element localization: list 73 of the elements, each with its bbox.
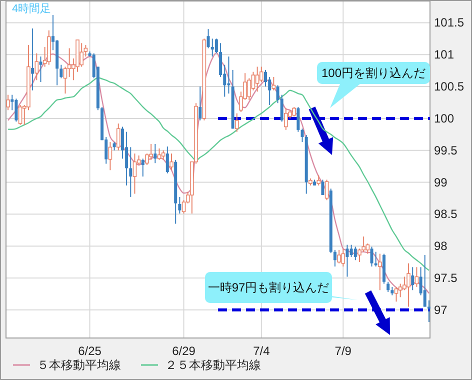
candlestick — [234, 112, 239, 132]
candlestick — [333, 249, 336, 268]
candlestick — [378, 253, 382, 291]
candlestick — [210, 38, 214, 58]
candlestick — [18, 104, 22, 126]
candlestick — [255, 66, 260, 92]
candlestick — [366, 243, 370, 254]
candlestick — [157, 148, 162, 160]
candlestick — [178, 196, 182, 214]
y-tick-label: 100.5 — [434, 80, 464, 94]
candlestick — [214, 38, 218, 54]
candlestick — [346, 244, 349, 278]
candlestick — [166, 146, 169, 174]
candlestick — [370, 246, 374, 268]
candlestick — [354, 246, 357, 261]
candlestick — [414, 266, 419, 288]
candlestick — [411, 266, 414, 291]
candlestick — [108, 142, 112, 171]
candlestick — [386, 281, 390, 293]
x-tick-label: 6/29 — [172, 344, 196, 358]
candlestick — [154, 143, 157, 164]
y-tick-label: 97 — [434, 302, 448, 317]
line-series — [7, 52, 430, 294]
y-tick-label: 99.5 — [434, 143, 458, 158]
y-tick-label: 99 — [434, 175, 448, 190]
candlestick — [14, 98, 18, 122]
candlestick — [264, 69, 267, 88]
candlestick — [34, 52, 39, 81]
candlestick — [292, 106, 296, 118]
legend-label: ５本移動平均線 — [37, 358, 121, 372]
candlestick — [39, 56, 42, 83]
candlestick — [296, 106, 300, 132]
annotation: 一時97円も割り込んだ — [208, 280, 330, 294]
y-tick-label: 98.5 — [434, 207, 458, 222]
y-tick-label: 101.5 — [434, 16, 464, 30]
x-tick-label: 7/9 — [334, 344, 352, 358]
candlestick — [406, 262, 410, 308]
y-tick-label: 97.5 — [434, 271, 458, 286]
candlestick — [341, 248, 346, 268]
candlestick — [60, 64, 63, 79]
candlestick — [227, 56, 230, 94]
candlestick — [132, 153, 137, 194]
candlestick — [427, 300, 430, 323]
y-tick-label: 98 — [434, 239, 448, 254]
candlestick — [80, 42, 84, 68]
candlestick — [272, 76, 276, 91]
y-tick-label: 100 — [434, 111, 454, 126]
candlestick — [337, 249, 341, 264]
candlestick — [129, 146, 132, 198]
x-tick-label: 7/4 — [253, 344, 270, 358]
candlestick — [206, 28, 210, 49]
candlestick — [284, 108, 288, 130]
x-tick-label: 6/25 — [78, 344, 102, 358]
candlestick — [161, 150, 166, 160]
candlestick — [350, 244, 353, 258]
y-tick-label: 101 — [434, 48, 454, 62]
candlestick — [316, 174, 321, 186]
candlestick — [324, 179, 329, 201]
candlestick — [31, 28, 34, 91]
candlestick — [394, 286, 398, 302]
candlestick — [300, 128, 304, 143]
legend-label: ２５本移動平均線 — [165, 358, 261, 372]
annotation: 100円を割り込んだ — [321, 66, 426, 80]
candlestick — [170, 153, 174, 171]
candlestick — [268, 76, 272, 106]
candlestick — [198, 86, 202, 121]
chart-title: 4時間足 — [12, 2, 52, 15]
candlestick — [423, 254, 426, 308]
candlestick — [321, 179, 324, 196]
candlestick — [125, 131, 128, 186]
candlestick — [63, 66, 68, 94]
candlestick — [116, 123, 120, 151]
candlestick — [141, 158, 144, 178]
